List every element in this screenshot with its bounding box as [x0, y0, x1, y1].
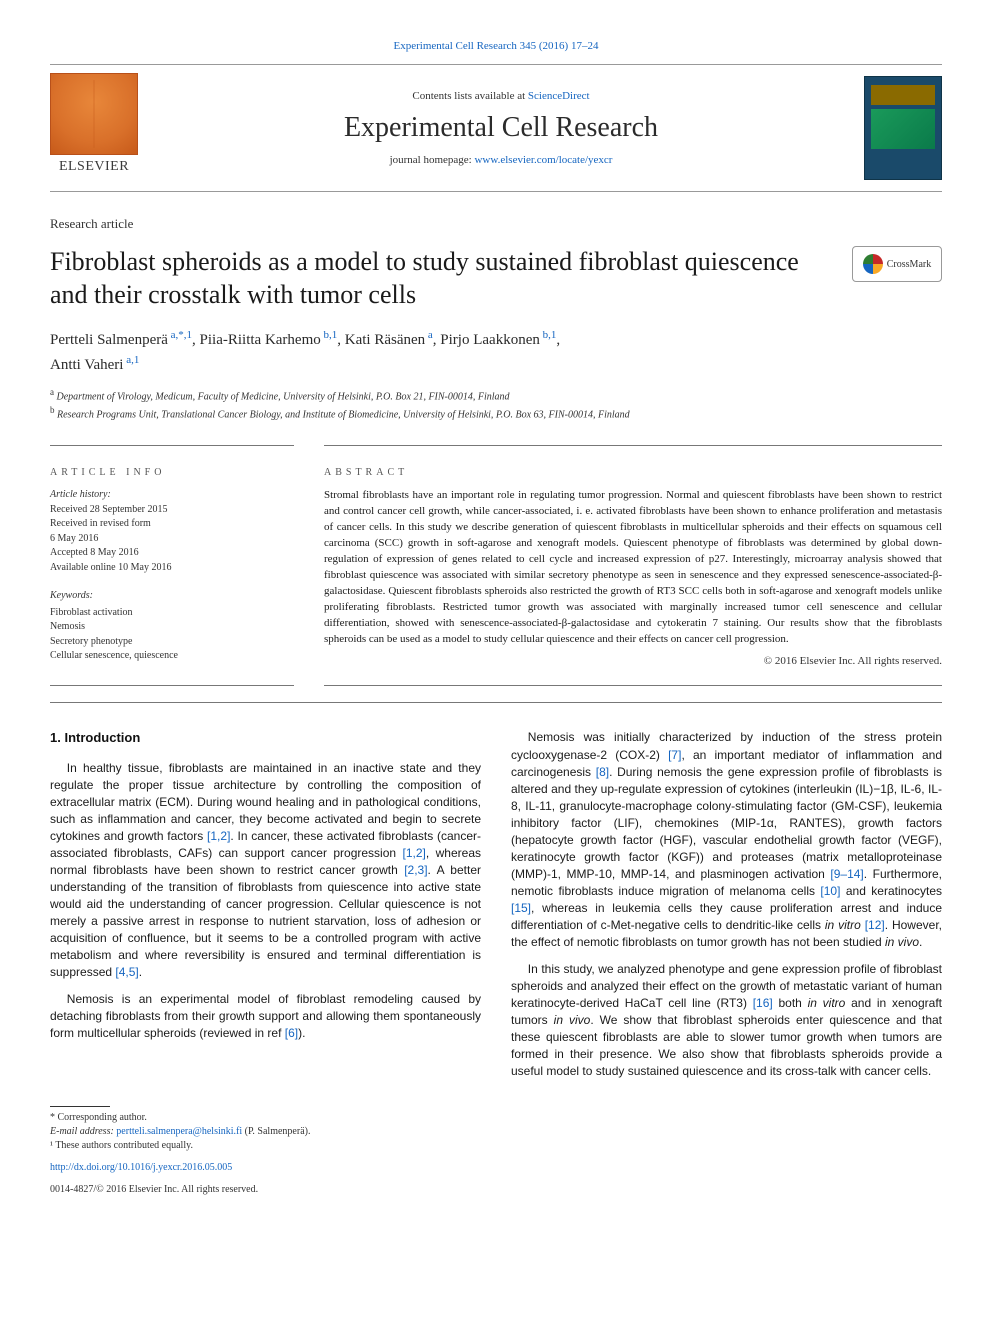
abstract: abstract Stromal fibroblasts have an imp…: [324, 466, 942, 670]
masthead: ELSEVIER Contents lists available at Sci…: [50, 64, 942, 192]
citation-link[interactable]: [7]: [668, 748, 681, 762]
authors: Pertteli Salmenperä a,*,1, Piia-Riitta K…: [50, 327, 942, 376]
crossmark-icon: [863, 254, 883, 274]
email-line: E-mail address: pertteli.salmenpera@hels…: [50, 1125, 478, 1139]
homepage-line: journal homepage: www.elsevier.com/locat…: [156, 154, 846, 166]
keyword-line: Nemosis: [50, 620, 294, 635]
section-heading: 1. Introduction: [50, 729, 481, 747]
citation-link[interactable]: [1,2]: [403, 846, 426, 860]
keyword-line: Cellular senescence, quiescence: [50, 649, 294, 664]
footnotes: * Corresponding author. E-mail address: …: [50, 1106, 478, 1197]
email-suffix: (P. Salmenperä).: [242, 1126, 310, 1137]
crossmark-label: CrossMark: [887, 259, 931, 270]
crossmark-badge[interactable]: CrossMark: [852, 246, 942, 282]
citation-link[interactable]: [10]: [820, 884, 840, 898]
history-line: Received 28 September 2015: [50, 503, 294, 518]
journal-name: Experimental Cell Research: [156, 112, 846, 144]
contents-prefix: Contents lists available at: [412, 90, 527, 102]
article-info-heading: article info: [50, 466, 294, 481]
running-head: Experimental Cell Research 345 (2016) 17…: [50, 40, 942, 52]
article-title: Fibroblast spheroids as a model to study…: [50, 246, 832, 311]
citation-link[interactable]: [12]: [865, 918, 885, 932]
history-line: Accepted 8 May 2016: [50, 546, 294, 561]
meta-grid: article info Article history: Received 2…: [50, 466, 942, 670]
email-link[interactable]: pertteli.salmenpera@helsinki.fi: [116, 1126, 242, 1137]
corresponding-author: * Corresponding author.: [50, 1111, 478, 1125]
affiliations: a Department of Virology, Medicum, Facul…: [50, 386, 942, 423]
keywords-label: Keywords:: [50, 589, 294, 604]
article-info: article info Article history: Received 2…: [50, 466, 294, 670]
equal-contribution: ¹ These authors contributed equally.: [50, 1139, 478, 1153]
body-text: 1. Introduction In healthy tissue, fibro…: [50, 729, 942, 1080]
email-label: E-mail address:: [50, 1126, 116, 1137]
citation-link[interactable]: [9–14]: [830, 867, 863, 881]
abstract-text: Stromal fibroblasts have an important ro…: [324, 488, 942, 647]
citation-link[interactable]: [8]: [596, 765, 609, 779]
citation-link[interactable]: [16]: [753, 996, 773, 1010]
body-paragraph: Nemosis is an experimental model of fibr…: [50, 991, 481, 1042]
history-line: Available online 10 May 2016: [50, 561, 294, 576]
issn-copyright: 0014-4827/© 2016 Elsevier Inc. All right…: [50, 1183, 478, 1197]
elsevier-label: ELSEVIER: [50, 159, 138, 175]
citation-link[interactable]: [6]: [285, 1026, 298, 1040]
elsevier-logo: ELSEVIER: [50, 73, 138, 183]
body-paragraph: Nemosis was initially characterized by i…: [511, 729, 942, 950]
history-line: Received in revised form: [50, 517, 294, 532]
contents-line: Contents lists available at ScienceDirec…: [156, 90, 846, 102]
journal-cover-icon: [864, 76, 942, 180]
abstract-copyright: © 2016 Elsevier Inc. All rights reserved…: [324, 654, 942, 670]
body-paragraph: In this study, we analyzed phenotype and…: [511, 961, 942, 1080]
body-paragraph: In healthy tissue, fibroblasts are maint…: [50, 760, 481, 981]
journal-homepage-link[interactable]: www.elsevier.com/locate/yexcr: [474, 154, 612, 166]
citation-link[interactable]: [1,2]: [207, 829, 230, 843]
history-label: Article history:: [50, 488, 294, 503]
sciencedirect-link[interactable]: ScienceDirect: [528, 90, 590, 102]
affiliation-line: a Department of Virology, Medicum, Facul…: [50, 386, 942, 404]
keyword-line: Secretory phenotype: [50, 635, 294, 650]
keyword-line: Fibroblast activation: [50, 606, 294, 621]
doi-link[interactable]: http://dx.doi.org/10.1016/j.yexcr.2016.0…: [50, 1162, 232, 1173]
citation-link[interactable]: [2,3]: [404, 863, 427, 877]
history-line: 6 May 2016: [50, 532, 294, 547]
running-head-link[interactable]: Experimental Cell Research 345 (2016) 17…: [394, 40, 599, 52]
affiliation-line: b Research Programs Unit, Translational …: [50, 404, 942, 422]
citation-link[interactable]: [15]: [511, 901, 531, 915]
homepage-prefix: journal homepage:: [390, 154, 475, 166]
elsevier-tree-icon: [50, 73, 138, 155]
abstract-heading: abstract: [324, 466, 942, 481]
article-type: Research article: [50, 216, 942, 232]
citation-link[interactable]: [4,5]: [115, 965, 138, 979]
